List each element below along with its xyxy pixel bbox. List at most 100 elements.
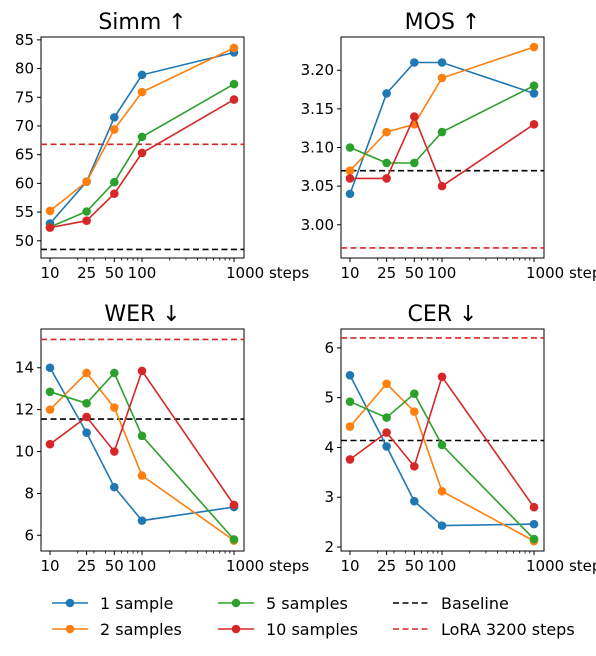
panel-mos-ytick-label: 3.15 <box>301 100 334 118</box>
panel-mos-series-1-sample-point <box>345 189 355 199</box>
panel-mos-series-1-sample-point <box>529 89 539 98</box>
panel-simm-series-10-samples-point <box>45 223 55 232</box>
panel-cer-series-2-samples-point <box>437 486 447 496</box>
panel-simm-xtick-label: 50 <box>105 264 124 282</box>
legend-entry-5-samples-label: 5 samples <box>266 594 348 613</box>
panel-wer-series-10-samples-point <box>82 412 91 422</box>
panel-wer-ytick-label: 14 <box>15 359 34 377</box>
panel-mos-series-5-samples-point <box>382 158 391 168</box>
panel-simm-title: Simm ↑ <box>98 10 186 35</box>
panel-simm-frame <box>40 36 245 259</box>
panel-mos-series-10-samples-line <box>350 114 535 188</box>
panel-wer-series-1-sample-point <box>82 428 91 437</box>
panel-cer-series-1-sample-point <box>437 521 447 530</box>
panel-cer-series-1-sample-line <box>349 374 535 527</box>
panel-simm-series-2-samples-point <box>82 177 91 186</box>
panel-wer-ytick-label: 8 <box>24 484 34 502</box>
panel-mos-series-1-sample-point <box>382 89 391 98</box>
panel-simm-series-1-sample-point <box>137 70 147 80</box>
legend-entry-2-samples-marker <box>65 624 75 634</box>
legend-entry-1-sample: 1 sample <box>52 594 173 613</box>
panel-wer-xtick-label: 100 <box>128 557 157 575</box>
panel-simm-xtick-label: 100 <box>128 264 157 282</box>
panel-mos-series-5-samples-point <box>345 143 355 152</box>
panel-cer-series-10-samples-point <box>382 428 391 437</box>
panel-simm-series-2-samples-point <box>110 125 119 134</box>
panel-wer-series-10-samples-point <box>110 447 119 456</box>
panel-cer-series-5-samples-point <box>437 440 447 450</box>
panel-cer-xtick-label: 50 <box>405 557 424 575</box>
panel-simm-ytick-label: 55 <box>15 203 34 221</box>
panel-cer-ytick-label: 4 <box>324 438 334 456</box>
panel-cer-series-2-samples-point <box>410 407 419 416</box>
legend: 1 sample 2 samples 5 samples 10 samples Base… <box>52 594 575 639</box>
panel-mos-series-2-samples-point <box>382 127 391 137</box>
panel-wer-series-5-samples-line <box>49 371 235 541</box>
panel-mos-series-5-samples-point <box>437 127 447 137</box>
panel-mos-series-1-sample-point <box>437 58 447 67</box>
panel-mos-xtick-label: 25 <box>377 264 396 282</box>
panel-cer-xtick-label: 25 <box>377 557 396 575</box>
panel-cer-series-1-sample-point <box>345 370 355 380</box>
panel-wer-series-2-samples-point <box>45 405 55 414</box>
panel-wer-series-1-sample-point <box>45 363 55 373</box>
panel-simm-series-5-samples-point <box>137 132 147 142</box>
panel-cer-series-10-samples-point <box>410 462 419 471</box>
panel-mos-xtick-label: 50 <box>405 264 424 282</box>
panel-simm-series-10-samples-point <box>82 216 91 225</box>
legend-entry-5-samples: 5 samples <box>218 594 348 613</box>
panel-wer-series-10-samples-point <box>137 366 147 376</box>
panel-cer-series-5-samples-point <box>529 534 539 544</box>
panel-mos-series-5-samples-line <box>349 84 535 164</box>
panel-simm-series-1-sample-point <box>110 113 119 122</box>
panel-mos-series-5-samples-point <box>410 158 419 168</box>
panel-cer-ytick-label: 2 <box>324 538 334 556</box>
panel-wer-series-10-samples-point <box>45 439 55 449</box>
panel-simm-ytick-label: 50 <box>15 232 34 250</box>
panel-wer-series-2-samples-point <box>110 403 119 412</box>
panel-cer-series-1-sample-point <box>382 442 391 451</box>
panel-wer-xtick-label: 50 <box>105 557 124 575</box>
panel-wer-series-5-samples-point <box>45 387 55 397</box>
panel-mos-ytick-label: 3.00 <box>301 216 334 234</box>
panel-wer-series-5-samples-point <box>137 431 147 441</box>
panel-mos-series-2-samples-point <box>345 166 355 175</box>
panel-mos-series-10-samples-point <box>437 181 447 191</box>
legend-entry-lora-3200-steps: LoRA 3200 steps <box>393 620 575 639</box>
panel-simm-series-2-samples-point <box>229 43 239 53</box>
panel-mos-series-10-samples-point <box>382 174 391 183</box>
panel-wer-xtick-label: 10 <box>40 557 59 575</box>
panel-cer-ytick-label: 6 <box>324 339 334 357</box>
panel-simm-ytick-label: 75 <box>15 88 34 106</box>
panel-cer-xtick-label: 1000 steps <box>526 557 596 575</box>
legend-entry-baseline: Baseline <box>393 594 509 613</box>
panel-simm-ytick-label: 60 <box>15 174 34 192</box>
panel-cer-series-1-sample-point <box>410 496 419 506</box>
panel-cer-ytick-label: 5 <box>324 389 334 407</box>
panel-wer-ytick-label: 10 <box>15 443 34 461</box>
panel-cer-title: CER ↓ <box>408 302 478 327</box>
panel-wer-series-5-samples-point <box>82 399 91 408</box>
panel-cer-series-5-samples-point <box>345 397 355 406</box>
legend-entry-10-samples-label: 10 samples <box>266 620 358 639</box>
panel-wer: WER ↓ 6 8 10 12 14 10 25 50 100 1000 steps <box>15 302 309 575</box>
panel-wer-title: WER ↓ <box>104 302 180 327</box>
panel-mos-series-10-samples-point <box>345 174 355 183</box>
panel-mos-xtick-label: 100 <box>428 264 457 282</box>
panel-simm-ytick-label: 70 <box>15 117 34 135</box>
panel-cer-xtick-label: 10 <box>340 557 359 575</box>
panel-simm-series-5-samples-point <box>110 177 119 187</box>
panel-mos-series-10-samples-point <box>410 112 419 121</box>
panel-wer-ytick-label: 12 <box>15 401 34 419</box>
panel-cer-series-1-sample-point <box>529 519 539 529</box>
panel-cer-series-10-samples-point <box>529 502 539 512</box>
panel-simm-series-10-samples-point <box>229 95 239 104</box>
panel-simm-series-10-samples-point <box>137 148 147 158</box>
panel-wer-xtick-label: 25 <box>77 557 96 575</box>
panel-cer-series-5-samples-line <box>349 392 535 540</box>
panel-wer-xtick-label: 1000 steps <box>226 557 309 575</box>
panel-wer-series-2-samples-point <box>82 368 91 378</box>
panel-simm-xtick-label: 10 <box>40 264 59 282</box>
